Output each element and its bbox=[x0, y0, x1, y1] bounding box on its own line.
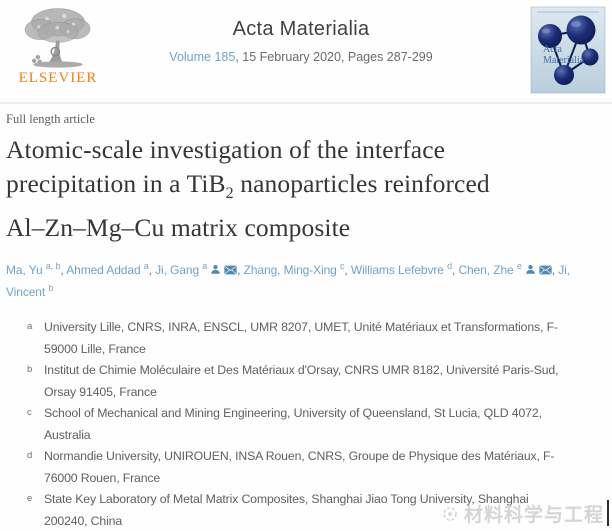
journal-header: ELSEVIER Acta Materialia Volume 185, 15 … bbox=[0, 0, 612, 104]
affiliation-text: School of Mechanical and Mining Engineer… bbox=[44, 406, 542, 442]
email-icon[interactable] bbox=[539, 265, 552, 275]
author-affiliation-sup: d bbox=[447, 261, 452, 272]
author: Ji, Vincent b bbox=[6, 263, 570, 299]
affiliation-sup: e bbox=[27, 493, 33, 505]
author: Zhang, Ming-Xing c bbox=[243, 261, 345, 278]
author-link[interactable]: Williams Lefebvre bbox=[350, 263, 444, 278]
affiliation-sup: c bbox=[27, 407, 32, 419]
issue-info: , 15 February 2020, Pages 287-299 bbox=[235, 50, 433, 64]
author: Ji, Gang a bbox=[155, 261, 237, 278]
cover-title-line2: Materialia bbox=[543, 55, 585, 66]
affiliation-sup: b bbox=[27, 364, 33, 376]
journal-cover-image: Acta Materialia bbox=[529, 5, 607, 95]
author-link[interactable]: Ji, Vincent bbox=[6, 263, 570, 300]
affiliation-text: Institut de Chimie Moléculaire et Des Ma… bbox=[44, 363, 559, 399]
affiliation-item: e State Key Laboratory of Metal Matrix Co… bbox=[6, 489, 566, 531]
author-separator: , bbox=[148, 263, 156, 278]
affiliation-item: a University Lille, CNRS, INRA, ENSCL, UM… bbox=[6, 317, 566, 360]
tib2-subscript: 2 bbox=[225, 185, 234, 203]
author-separator: , bbox=[237, 263, 244, 278]
text-cursor-artifact bbox=[607, 500, 609, 526]
author-affiliation-sup: a, b bbox=[45, 261, 61, 272]
title-line-3: Al–Zn–Mg–Cu matrix composite bbox=[6, 213, 351, 243]
cover-title-line1: Acta bbox=[543, 44, 562, 55]
article-title: Atomic-scale investigation of the interf… bbox=[6, 133, 606, 245]
author-separator: , bbox=[551, 263, 559, 278]
header-divider bbox=[0, 102, 612, 104]
author-separator: , bbox=[60, 263, 67, 278]
author-link[interactable]: Zhang, Ming-Xing bbox=[243, 263, 337, 278]
author: Williams Lefebvre d bbox=[350, 261, 452, 278]
affiliation-item: d Normandie University, UNIROUEN, INSA Ro… bbox=[6, 446, 566, 489]
affiliation-text: University Lille, CNRS, INRA, ENSCL, UMR… bbox=[44, 320, 558, 356]
email-icon[interactable] bbox=[224, 265, 237, 275]
author-profile-icon[interactable] bbox=[525, 264, 536, 275]
author-affiliation-sup: a bbox=[202, 261, 208, 272]
author-link[interactable]: Ji, Gang bbox=[155, 263, 200, 278]
article-info: Full length article Atomic-scale investi… bbox=[6, 112, 606, 531]
author-separator: , bbox=[452, 263, 459, 278]
title-line-2: precipitation in a TiB2 nanoparticles re… bbox=[6, 169, 490, 203]
author-link[interactable]: Ma, Yu bbox=[6, 263, 43, 278]
affiliation-list: a University Lille, CNRS, INRA, ENSCL, UM… bbox=[6, 317, 606, 531]
affiliation-sup: a bbox=[27, 321, 33, 333]
affiliation-item: b Institut de Chimie Moléculaire et Des M… bbox=[6, 360, 566, 403]
elsevier-logo-label: ELSEVIER bbox=[18, 70, 98, 86]
affiliation-sup: d bbox=[27, 450, 33, 462]
author: Chen, Zhe e bbox=[458, 261, 552, 278]
title-line-1: Atomic-scale investigation of the interf… bbox=[6, 135, 446, 164]
affiliation-item: c School of Mechanical and Mining Enginee… bbox=[6, 403, 566, 446]
author-separator: , bbox=[344, 263, 351, 278]
author-affiliation-sup: c bbox=[339, 261, 345, 272]
affiliation-text: Normandie University, UNIROUEN, INSA Rou… bbox=[44, 449, 555, 485]
author-profile-icon[interactable] bbox=[210, 264, 221, 275]
author-link[interactable]: Chen, Zhe bbox=[458, 263, 514, 278]
author-affiliation-sup: e bbox=[516, 261, 522, 272]
author-affiliation-sup: b bbox=[48, 283, 54, 294]
issue-line: Volume 185, 15 February 2020, Pages 287-… bbox=[106, 50, 496, 64]
author: Ahmed Addad a bbox=[66, 261, 149, 278]
author-affiliation-sup: a bbox=[143, 261, 149, 272]
author: Ma, Yu a, b bbox=[6, 261, 61, 278]
journal-title: Acta Materialia bbox=[232, 18, 370, 40]
affiliation-text: State Key Laboratory of Metal Matrix Com… bbox=[44, 492, 529, 528]
author-list: Ma, Yu a, b, Ahmed Addad a, Ji, Gang a, … bbox=[6, 257, 606, 301]
article-type-label: Full length article bbox=[6, 112, 95, 126]
elsevier-logo[interactable]: ELSEVIER bbox=[10, 4, 106, 87]
volume-link[interactable]: Volume 185 bbox=[169, 50, 236, 64]
author-link[interactable]: Ahmed Addad bbox=[66, 263, 141, 278]
elsevier-tree-icon bbox=[24, 8, 91, 68]
